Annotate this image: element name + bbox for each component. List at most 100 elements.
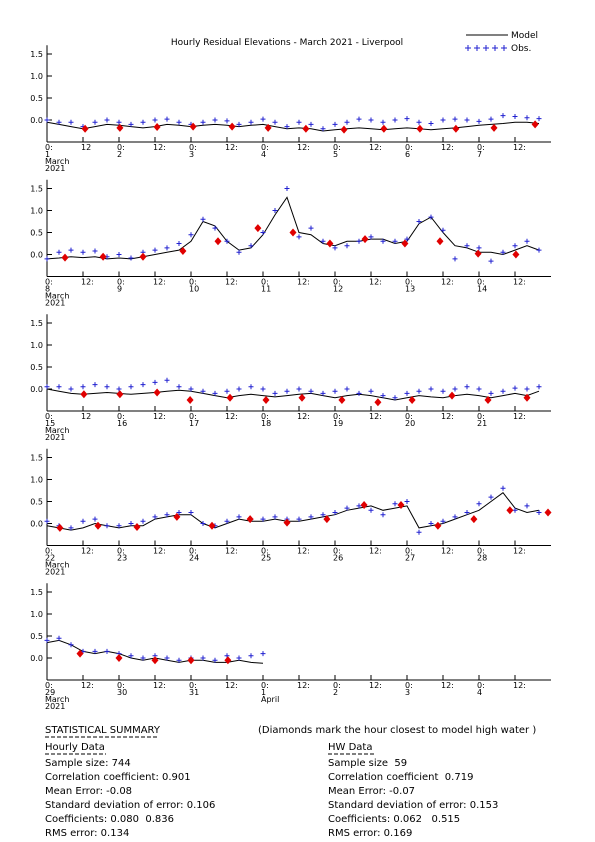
high-water-marker (99, 252, 107, 261)
high-water-marker (523, 393, 531, 402)
obs-marker (500, 388, 506, 394)
x-tick-label: 12: (441, 143, 454, 152)
high-water-marker (448, 391, 456, 400)
x-tick-label: 0: (477, 278, 485, 287)
y-tick-label: 1.0 (30, 476, 43, 485)
obs-marker (224, 388, 230, 394)
y-tick-label: 1.5 (30, 185, 43, 194)
obs-marker (320, 238, 326, 244)
obs-marker (44, 518, 50, 524)
obs-marker (344, 505, 350, 511)
obs-marker (524, 503, 530, 509)
obs-marker (332, 245, 338, 251)
x-tick-label: 12: (513, 412, 526, 421)
date-label: 1 (261, 688, 266, 697)
obs-marker (200, 655, 206, 661)
obs-marker (356, 503, 362, 509)
obs-marker (116, 119, 122, 125)
model-line (46, 196, 540, 260)
date-label: 23 (117, 554, 127, 563)
year-label: 2021 (45, 702, 65, 711)
obs-marker (176, 510, 182, 515)
obs-marker (176, 119, 182, 125)
obs-marker (80, 384, 86, 390)
obs-marker (188, 510, 194, 515)
x-tick-label: 12: (441, 278, 454, 287)
legend: Model Obs. (465, 31, 538, 54)
y-tick-label: 1.0 (30, 72, 43, 81)
x-tick-label: 0: (261, 143, 269, 152)
high-water-marker (208, 521, 216, 530)
obs-marker (476, 501, 482, 507)
high-water-marker (490, 123, 498, 132)
high-water-marker (401, 239, 409, 248)
obs-marker (488, 494, 494, 500)
high-water-marker (484, 396, 492, 404)
high-water-marker (416, 124, 424, 133)
obs-marker (512, 243, 518, 249)
obs-marker (368, 388, 374, 394)
x-tick-label: 12: (153, 412, 166, 421)
date-label: 7 (477, 150, 482, 159)
obs-marker (308, 121, 314, 127)
x-tick-label: 0: (117, 547, 125, 556)
high-water-marker (81, 124, 89, 133)
obs-marker (176, 384, 182, 390)
y-tick-label: 0.5 (30, 94, 43, 103)
high-water-marker (76, 649, 84, 658)
obs-marker (200, 216, 206, 222)
year-label: 2021 (45, 164, 65, 173)
high-water-marker (326, 239, 334, 248)
legend-marker (465, 45, 507, 51)
obs-marker (236, 386, 242, 392)
obs-marker (92, 382, 98, 388)
obs-marker (428, 386, 434, 392)
date-label: 11 (261, 285, 271, 294)
date-label: 20 (405, 419, 415, 428)
x-tick-label: 12 (81, 143, 91, 152)
model-line (46, 388, 540, 401)
summary-line: Standard deviation of error: 0.106 (45, 800, 215, 811)
x-tick-label: 12: (153, 547, 166, 556)
date-label: 12 (333, 285, 343, 294)
obs-marker (452, 514, 458, 520)
obs-marker (56, 635, 62, 641)
date-label: 5 (333, 150, 338, 159)
date-label: 28 (477, 554, 487, 563)
high-water-marker (544, 508, 552, 517)
x-tick-label: 0: (261, 681, 269, 690)
summary-line: Correlation coefficient: 0.901 (45, 772, 191, 783)
date-label: 24 (189, 554, 199, 563)
date-label: 4 (261, 150, 266, 159)
high-water-marker (187, 656, 195, 665)
obs-marker (284, 388, 290, 394)
legend-label: Model (511, 31, 538, 41)
high-water-marker (302, 124, 310, 133)
summary-line: RMS error: 0.169 (328, 828, 412, 839)
obs-marker (500, 485, 506, 491)
obs-marker (56, 119, 62, 125)
high-water-marker (436, 237, 444, 246)
obs-marker (56, 249, 62, 255)
summary-line: Coefficients: 0.080 0.836 (45, 814, 174, 825)
y-tick-label: 0.5 (30, 363, 43, 372)
high-water-marker (173, 512, 181, 521)
obs-marker (536, 116, 542, 122)
date-label: 31 (189, 688, 199, 697)
obs-marker (140, 119, 146, 125)
date-label: 17 (189, 419, 199, 428)
month-label: March (45, 157, 69, 166)
high-water-marker (139, 252, 147, 261)
obs-marker (380, 393, 386, 399)
obs-marker (512, 385, 518, 391)
high-water-marker (153, 388, 161, 397)
y-tick-label: 1.5 (30, 50, 43, 59)
high-water-marker (56, 523, 64, 532)
obs-marker (116, 523, 122, 529)
obs-marker (356, 116, 362, 122)
y-tick-label: 0.0 (30, 116, 43, 125)
obs-marker (416, 219, 422, 224)
high-water-marker (374, 398, 382, 407)
obs-marker (428, 214, 434, 220)
